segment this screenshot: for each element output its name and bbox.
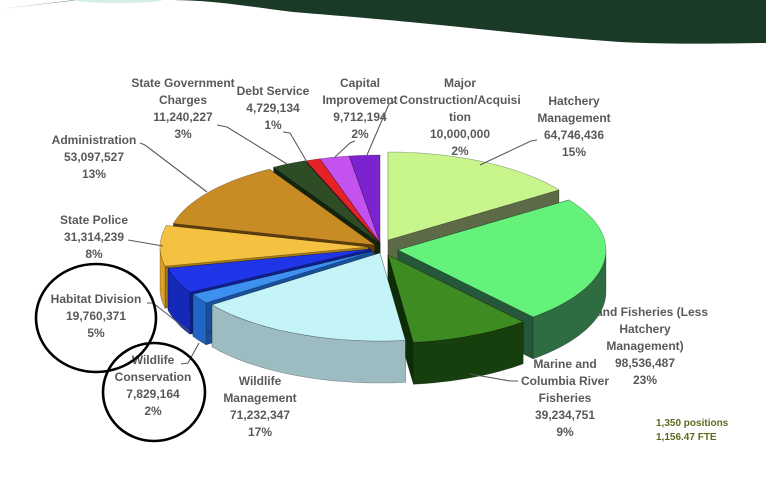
slice-top-face — [211, 252, 406, 342]
label-text: Habitat Division — [50, 292, 142, 306]
percent-text: 9% — [556, 425, 574, 439]
value-text: 31,314,239 — [63, 230, 125, 244]
label-text: Administration — [51, 133, 137, 147]
leader-line-state-government-charges — [216, 124, 288, 165]
value-text: 10,000,000 — [429, 127, 491, 141]
label-text: Management) — [606, 339, 684, 353]
label-text: Inland Fisheries (Less — [581, 305, 709, 319]
percent-text: 13% — [81, 167, 107, 181]
value-text: 9,712,194 — [333, 110, 387, 124]
label-text: Wildlife — [238, 374, 282, 388]
slice-label-state-police: State Police 31,314,239 8% — [0, 212, 204, 263]
staffing-note: 1,350 positions 1,156.47 FTE — [656, 417, 728, 445]
leader-line-wildlife-conservation — [180, 342, 200, 365]
header-wave — [0, 0, 766, 44]
slice-label-debt-service: Debt Service 4,729,134 1% — [163, 83, 383, 134]
percent-text: 3% — [174, 127, 192, 141]
slice-top-face — [397, 199, 607, 318]
percent-text: 2% — [451, 144, 469, 158]
leader-line-debt-service — [282, 131, 308, 163]
slice-label-wildlife-management: Wildlife Management 71,232,347 17% — [150, 373, 370, 441]
slice-label-marine-and-columbia-river-fisheries: Marine and Columbia River Fisheries 39,234,… — [455, 356, 675, 441]
slice-label-habitat-division: Habitat Division 19,760,371 5% — [0, 291, 206, 342]
label-text: State Police — [59, 213, 129, 227]
percent-text: 8% — [85, 247, 103, 261]
leader-line-marine-and-columbia-river-fisheries — [469, 373, 518, 382]
slice-label-major-construction-acquisition: Major Construction/Acquisi tion 10,000,000 2… — [350, 75, 570, 160]
slice-outer-wall — [167, 267, 191, 335]
annotation-circle-wildlife-conservation — [101, 341, 207, 443]
value-text: 71,232,347 — [229, 408, 291, 422]
slice-top-face — [192, 250, 375, 304]
percent-text: 23% — [632, 373, 658, 387]
label-text: Management — [223, 391, 297, 405]
value-text: 39,234,751 — [534, 408, 596, 422]
label-text: Construction/Acquisi — [399, 93, 521, 107]
slice-label-capital-improvement: Capital Improvement 9,712,194 2% — [250, 75, 470, 143]
header-wave-shape — [0, 0, 766, 44]
percent-text: 5% — [87, 326, 105, 340]
label-text: Debt Service — [236, 84, 310, 98]
slice-top-face — [173, 168, 376, 246]
slice-label-hatchery-management: Hatchery Management 64,746,436 15% — [464, 93, 684, 161]
label-text: Marine and — [533, 357, 597, 371]
value-text: 64,746,436 — [543, 128, 605, 142]
percent-text: 1% — [264, 118, 282, 132]
percent-text: 2% — [351, 127, 369, 141]
leader-line-administration — [139, 142, 208, 193]
value-text: 98,536,487 — [614, 356, 676, 370]
label-text: Management — [537, 111, 611, 125]
label-text: Wildlife — [131, 353, 175, 367]
label-text: Hatchery — [548, 94, 600, 108]
leader-line-major-construction-acquisition — [366, 100, 397, 156]
leader-line-capital-improvement — [334, 140, 356, 158]
slice-label-state-government-charges: State Government Charges 11,240,227 3% — [73, 75, 293, 143]
pie-slice-wildlife-management — [211, 252, 406, 384]
slice-top-face — [348, 154, 381, 244]
percent-text: 2% — [144, 404, 162, 418]
leader-line-hatchery-management — [479, 139, 538, 166]
label-text: Charges — [158, 93, 208, 107]
label-text: Columbia River — [520, 374, 610, 388]
slice-top-face — [273, 160, 380, 244]
value-text: 19,760,371 — [65, 309, 127, 323]
slice-top-face — [305, 158, 381, 244]
fte-count: 1,156.47 FTE — [656, 432, 717, 443]
slice-outer-wall — [159, 246, 166, 309]
label-text: Improvement — [322, 93, 398, 107]
label-text: Fisheries — [538, 391, 592, 405]
percent-text: 15% — [561, 145, 587, 159]
value-text: 4,729,134 — [246, 101, 300, 115]
slice-top-face — [319, 155, 381, 244]
value-text: 11,240,227 — [153, 110, 213, 124]
percent-text: 17% — [247, 425, 273, 439]
label-text: Capital — [339, 76, 380, 90]
annotation-circle-habitat-division — [34, 262, 158, 374]
label-text: Major — [443, 76, 476, 90]
header-wave-highlight — [74, 0, 162, 3]
label-text: Conservation — [114, 370, 192, 384]
leader-line-habitat-division — [147, 302, 191, 333]
value-text: 53,097,527 — [63, 150, 125, 164]
pie-slice-marine-and-columbia-river-fisheries — [387, 254, 524, 385]
slice-top-face — [387, 254, 524, 343]
label-text: Hatchery — [619, 322, 671, 336]
label-text: tion — [449, 110, 471, 124]
value-text: 7,829,164 — [126, 387, 180, 401]
slice-top-face — [387, 151, 560, 241]
slice-outer-wall — [532, 249, 607, 360]
slice-outer-wall — [211, 304, 406, 384]
slice-top-face — [167, 248, 372, 293]
slice-label-administration: Administration 53,097,527 13% — [0, 132, 204, 183]
slice-label-wildlife-conservation: Wildlife Conservation 7,829,164 2% — [43, 352, 263, 420]
positions-count: 1,350 positions — [656, 418, 729, 429]
label-text: State Government — [131, 76, 235, 90]
leader-line-state-police — [127, 239, 164, 247]
slice-label-inland-fisheries-less-hatchery-management: Inland Fisheries (Less Hatchery Management… — [535, 304, 755, 389]
